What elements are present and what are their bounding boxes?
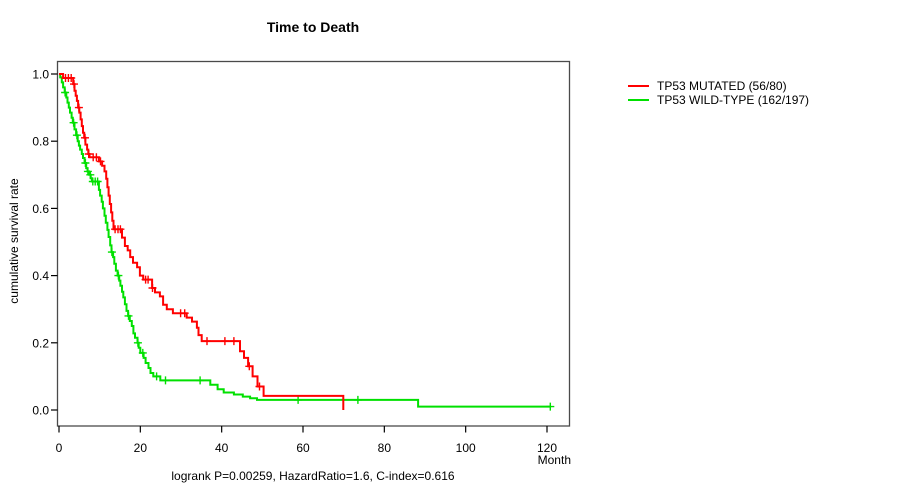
x-tick-label: 120 <box>537 441 557 455</box>
censor-marks-tp53-mutated-56-80 <box>61 74 264 391</box>
y-tick-label: 0.8 <box>32 135 49 149</box>
x-tick-label: 80 <box>378 441 392 455</box>
y-tick-label: 0.0 <box>32 404 49 418</box>
y-tick-label: 0.2 <box>32 336 49 350</box>
series-curve-tp53-wild-type-162-197 <box>59 73 552 408</box>
legend-item: TP53 MUTATED (56/80) <box>628 79 809 93</box>
legend-line-sample <box>628 99 649 101</box>
x-tick-label: 20 <box>134 441 148 455</box>
y-tick-label: 0.6 <box>32 202 49 216</box>
legend-line-sample <box>628 85 649 87</box>
x-tick-label: 40 <box>215 441 229 455</box>
y-tick-label: 0.4 <box>32 269 49 283</box>
legend: TP53 MUTATED (56/80) TP53 WILD-TYPE (162/… <box>628 79 809 107</box>
chart-title: Time to Death <box>266 19 360 35</box>
censor-marks-tp53-wild-type-162-197 <box>61 88 555 411</box>
series-curve-tp53-mutated-56-80 <box>59 73 345 410</box>
x-tick-label: 60 <box>296 441 310 455</box>
legend-item: TP53 WILD-TYPE (162/197) <box>628 93 809 107</box>
y-tick-label: 1.0 <box>32 68 49 82</box>
x-tick-label: 100 <box>456 441 476 455</box>
plot-frame <box>56 60 571 427</box>
x-tick-label: 0 <box>56 441 63 455</box>
legend-label: TP53 WILD-TYPE (162/197) <box>657 93 810 107</box>
legend-label: TP53 MUTATED (56/80) <box>657 79 787 93</box>
stats-caption: logrank P=0.00259, HazardRatio=1.6, C-in… <box>171 469 455 483</box>
y-axis-title: cumulative survival rate <box>7 178 21 304</box>
x-axis-title: Month <box>537 453 571 467</box>
